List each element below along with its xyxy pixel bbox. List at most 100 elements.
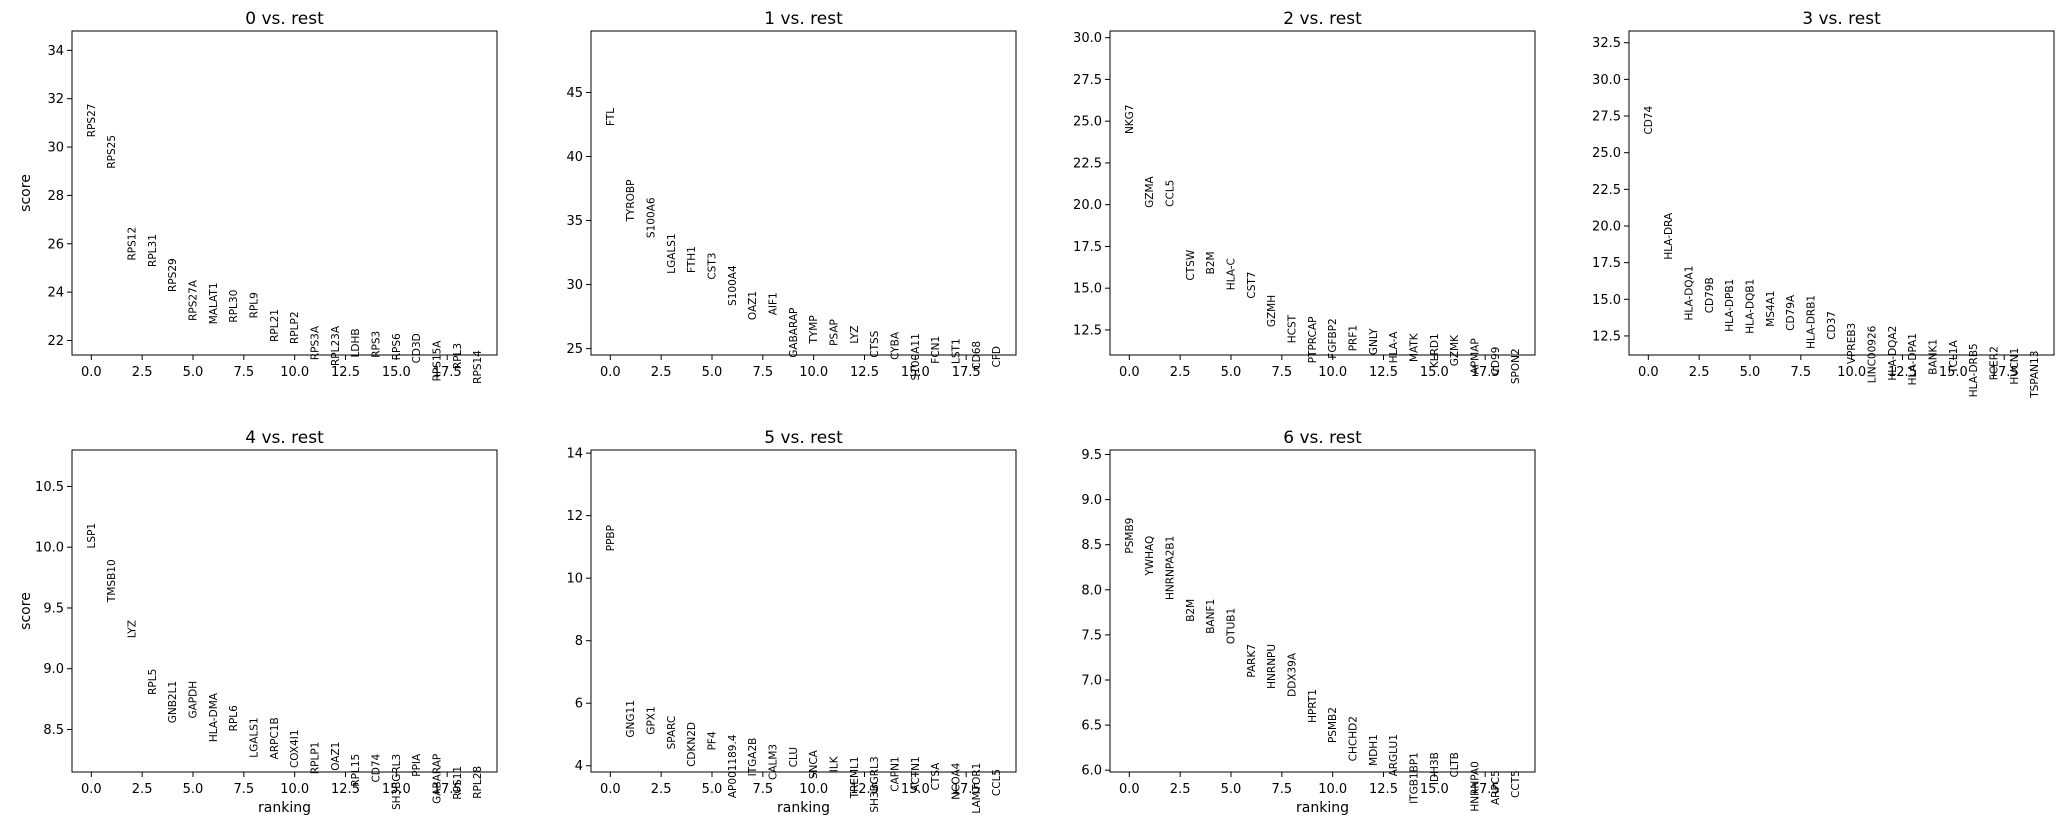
y-tick-label: 40 (566, 150, 583, 165)
gene-label: CTSW (1185, 249, 1197, 280)
x-axis-label: ranking (258, 800, 311, 816)
gene-label: HLA-A (1388, 331, 1400, 363)
y-axis-label: score (18, 174, 34, 212)
gene-label: B2M (1185, 599, 1197, 622)
gene-label: AIF1 (767, 292, 779, 315)
gene-label: APMAP (1470, 338, 1482, 374)
x-tick-label: 0.0 (600, 782, 621, 797)
y-tick-label: 22.5 (1592, 183, 1621, 198)
gene-label: SH3BGRL3 (391, 754, 403, 810)
gene-label: RPS6 (391, 333, 403, 360)
panel-title: 0 vs. rest (245, 9, 324, 29)
gene-label: CALM3 (767, 744, 779, 780)
x-tick-label: 5.0 (702, 365, 723, 380)
x-tick-label: 17.5 (952, 365, 981, 380)
x-tick-label: 7.5 (233, 782, 254, 797)
y-tick-label: 8.0 (1081, 583, 1102, 598)
gene-label: GNB2L1 (167, 681, 179, 723)
gene-label: RPS27 (86, 104, 98, 138)
x-tick-label: 15.0 (382, 782, 411, 797)
gene-label: PARK7 (1246, 644, 1258, 678)
y-tick-label: 12 (566, 509, 583, 524)
gene-label: HNRNPA0 (1470, 761, 1482, 811)
gene-label: FCER2 (1989, 346, 2001, 380)
gene-label: RPL21 (269, 309, 281, 342)
gene-label: ITGA2B (747, 738, 759, 777)
gene-label: HPRT1 (1307, 689, 1319, 723)
y-tick-label: 24 (47, 286, 64, 301)
gene-label: LAMTOR1 (971, 763, 983, 814)
gene-label: OAZ1 (330, 742, 342, 771)
gene-label: GZMK (1449, 334, 1461, 366)
gene-label: CLTB (1449, 752, 1461, 777)
gene-label: BANK1 (1928, 339, 1940, 375)
panel-1: 1 vs. rest 0.0 2.5 5.0 7.5 10.0 12.5 15.0 17.5 25… (566, 9, 1017, 380)
gene-label: LST1 (951, 338, 963, 364)
gene-label: ACTN1 (910, 756, 922, 791)
gene-label: PPIA (411, 753, 423, 777)
gene-label: RPL15 (350, 754, 362, 787)
gene-label: RPS14 (472, 350, 484, 384)
x-tick-label: 12.5 (1369, 782, 1398, 797)
plot-frame (590, 30, 1017, 356)
gene-label: FGFBP2 (1327, 318, 1339, 358)
y-axis-label: score (18, 592, 34, 630)
y-tick-label: 32.5 (1592, 36, 1621, 51)
y-tick-label: 30 (566, 278, 583, 293)
gene-label: S100A4 (727, 265, 739, 306)
gene-label: AP001189.4 (727, 734, 739, 798)
gene-label: GZMA (1144, 175, 1156, 207)
gene-label: GABARAP (432, 754, 444, 804)
gene-label: CST7 (1246, 271, 1258, 298)
gene-label: MDH1 (1368, 734, 1380, 766)
panel-3: 3 vs. rest 0.0 2.5 5.0 7.5 10.0 12.5 15.0 17.5 12… (1592, 9, 2055, 399)
gene-label: RPS29 (167, 258, 179, 292)
gene-label: CDKN2D (686, 722, 698, 767)
gene-label: CD37 (1826, 311, 1838, 340)
gene-label: CCL5 (1164, 180, 1176, 207)
x-tick-label: 5.0 (183, 782, 204, 797)
gene-label: RPL6 (228, 705, 240, 731)
gene-label: FTH1 (686, 246, 698, 273)
x-tick-label: 15.0 (382, 365, 411, 380)
x-tick-label: 2.5 (1170, 365, 1191, 380)
panel-title: 2 vs. rest (1283, 9, 1362, 29)
x-tick-label: 12.5 (1369, 365, 1398, 380)
x-axis-label: ranking (1296, 800, 1349, 816)
x-tick-label: 15.0 (901, 782, 930, 797)
y-tick-label: 25.0 (1073, 115, 1102, 130)
gene-label: TMSB10 (106, 559, 118, 603)
gene-label: HLA-DMA (208, 692, 220, 742)
x-tick-label: 7.5 (752, 782, 773, 797)
gene-label: IDH3B (1429, 752, 1441, 785)
gene-label: TYROBP (625, 180, 637, 223)
y-tick-label: 8 (575, 634, 583, 649)
x-tick-label: 0.0 (1638, 365, 1659, 380)
gene-label: MATK (1409, 332, 1421, 362)
y-tick-label: 27.5 (1073, 73, 1102, 88)
gene-label: ARPC5 (1490, 770, 1502, 805)
gene-label: BANF1 (1205, 599, 1217, 634)
y-tick-label: 20.0 (1073, 198, 1102, 213)
gene-label: FCN1 (930, 336, 942, 364)
y-tick-label: 7.0 (1081, 674, 1102, 689)
panel-4: 4 vs. rest 0.0 2.5 5.0 7.5 10.0 12.5 15.0 17.5 8.… (18, 428, 498, 816)
gene-label: KLRD1 (1429, 333, 1441, 368)
y-tick-label: 10.0 (35, 541, 64, 556)
gene-label: CD3D (411, 333, 423, 363)
x-tick-label: 12.5 (1888, 365, 1917, 380)
gene-label: RPS11 (452, 766, 464, 800)
x-tick-label: 7.5 (1271, 782, 1292, 797)
x-tick-label: 0.0 (600, 365, 621, 380)
gene-label: GAPDH (187, 681, 199, 719)
y-tick-label: 30.0 (1592, 73, 1621, 88)
gene-label: MALAT1 (208, 282, 220, 324)
plot-frame (1109, 30, 1536, 356)
y-tick-label: 17.5 (1073, 240, 1102, 255)
gene-label: SPON2 (1510, 348, 1522, 384)
plot-frame (71, 449, 498, 773)
panel-title: 1 vs. rest (764, 9, 843, 29)
x-tick-label: 0.0 (81, 782, 102, 797)
x-tick-label: 10.0 (1318, 782, 1347, 797)
